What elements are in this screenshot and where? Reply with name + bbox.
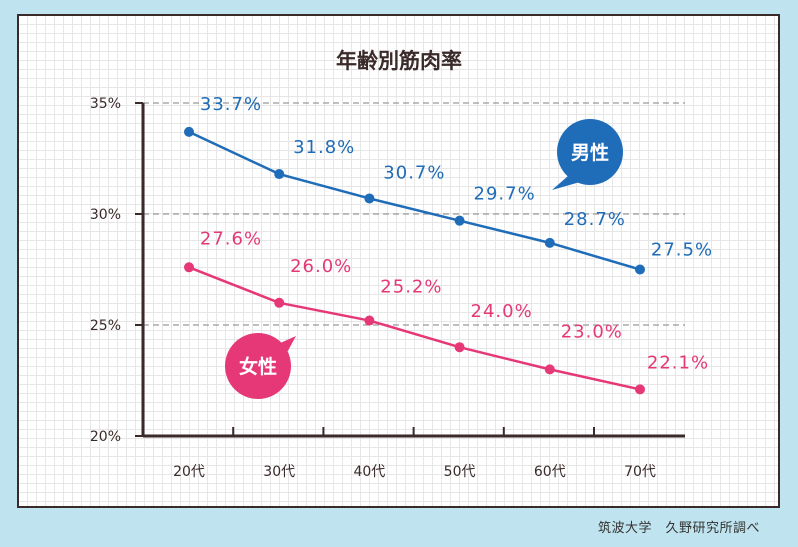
- source-note: 筑波大学 久野研究所調べ: [597, 521, 760, 536]
- data-point: [544, 237, 555, 248]
- y-tick-label: 25%: [90, 318, 121, 334]
- data-point: [274, 169, 285, 180]
- data-point: [274, 297, 285, 308]
- data-label: 27.6%: [200, 228, 262, 249]
- x-tick-label: 70代: [624, 464, 656, 480]
- data-point: [364, 193, 375, 204]
- axes: 20% 25% 30% 35% 20代 30代 40代 50代 60代 70代: [90, 96, 685, 480]
- data-point: [635, 384, 645, 395]
- y-tick-label: 30%: [90, 207, 121, 223]
- data-label: 27.5%: [651, 240, 713, 261]
- series-line-1: [188, 266, 641, 391]
- series-line-0: [188, 130, 641, 271]
- data-point: [454, 215, 465, 226]
- data-label: 29.7%: [474, 184, 536, 205]
- x-tick-label: 20代: [173, 464, 205, 480]
- y-tick-label: 35%: [90, 96, 121, 112]
- data-label: 31.8%: [293, 137, 355, 158]
- data-point: [635, 264, 645, 275]
- x-tick-label: 60代: [534, 464, 566, 480]
- chart-title: 年齢別筋肉率: [336, 49, 462, 73]
- x-tick-label: 30代: [263, 464, 295, 480]
- x-tick-label: 40代: [353, 464, 385, 480]
- data-label: 23.0%: [561, 321, 623, 342]
- data-point: [454, 342, 465, 353]
- data-label: 33.7%: [200, 94, 262, 115]
- series-group: 33.7% 31.8% 30.7% 29.7% 28.7% 27.5% 27.6% 26.0%…: [184, 94, 713, 395]
- data-label: 26.0%: [290, 256, 352, 277]
- data-label: 28.7%: [564, 209, 626, 230]
- legend-label-0: 男性: [571, 141, 609, 164]
- data-point: [544, 364, 555, 375]
- data-point: [364, 315, 375, 326]
- data-label: 22.1%: [647, 352, 709, 373]
- data-point: [184, 126, 194, 137]
- legend-label-1: 女性: [239, 355, 277, 378]
- data-label: 30.7%: [383, 162, 445, 183]
- data-label: 24.0%: [471, 301, 533, 322]
- gridlines: [143, 102, 685, 326]
- chart-panel: [17, 14, 780, 508]
- y-tick-label: 20%: [90, 429, 121, 445]
- x-tick-label: 50代: [444, 464, 476, 480]
- legend-bubble: [225, 333, 291, 399]
- data-label: 25.2%: [380, 277, 442, 298]
- legend-bubble: [557, 119, 623, 185]
- data-point: [184, 262, 194, 273]
